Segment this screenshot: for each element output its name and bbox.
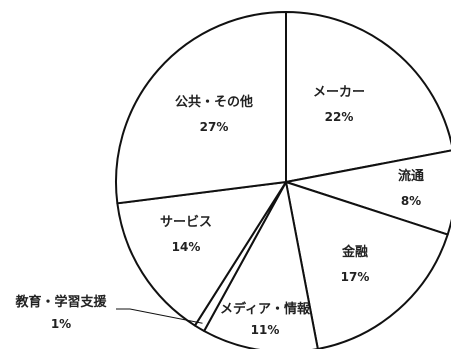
- pie-slice: [285, 181, 449, 350]
- slice-value-label: 1%: [51, 317, 71, 331]
- pie-slice: [114, 11, 287, 205]
- slice-label: 金融: [341, 244, 368, 260]
- slice-label: 流通: [398, 168, 424, 184]
- pie-slice: [285, 11, 451, 183]
- slice-label: メディア・情報: [220, 301, 311, 317]
- slice-value-label: 11%: [251, 323, 280, 337]
- slice-value-label: 14%: [172, 240, 201, 254]
- slice-label: 教育・学習支援: [14, 294, 107, 310]
- slice-label: サービス: [160, 214, 212, 230]
- slice-value-label: 8%: [401, 194, 421, 208]
- leader-line: [116, 308, 203, 324]
- slice-label: メーカー: [313, 85, 365, 100]
- slice-label: 公共・その他: [175, 94, 253, 110]
- slice-value-label: 27%: [200, 120, 229, 134]
- slice-value-label: 17%: [341, 270, 370, 284]
- slice-value-label: 22%: [325, 110, 354, 124]
